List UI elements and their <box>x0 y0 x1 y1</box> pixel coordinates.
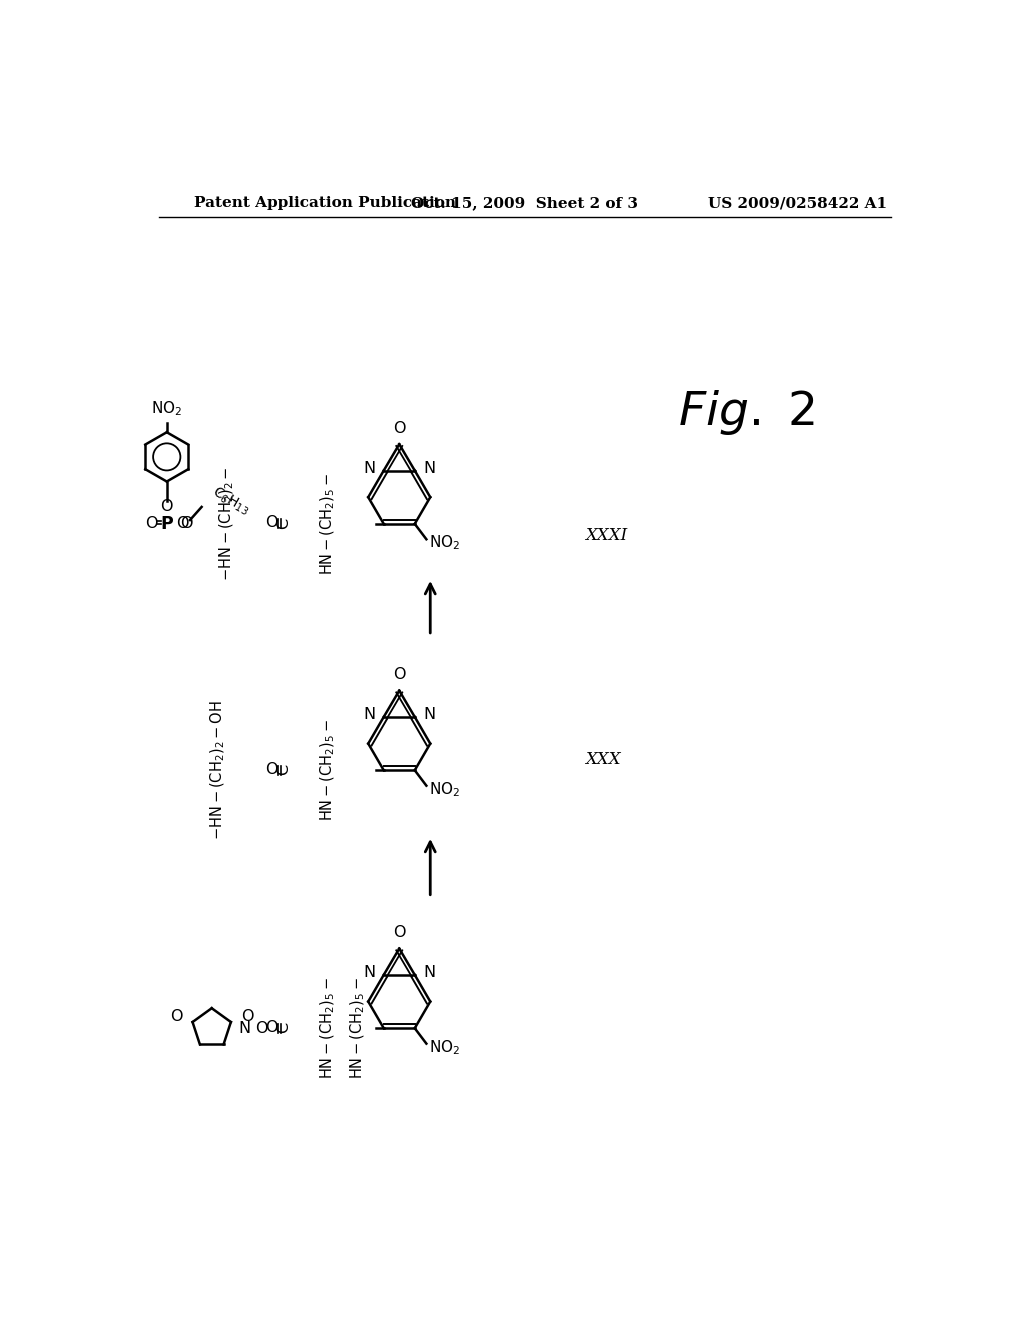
Text: $\mathrm{O}$: $\mathrm{O}$ <box>265 760 279 776</box>
Text: N: N <box>423 708 435 722</box>
Text: $\mathrm{NO_2}$: $\mathrm{NO_2}$ <box>429 533 460 553</box>
Text: O: O <box>241 1010 253 1024</box>
Text: Oct. 15, 2009  Sheet 2 of 3: Oct. 15, 2009 Sheet 2 of 3 <box>411 197 638 210</box>
Text: $\mathrm{C}$: $\mathrm{C}$ <box>275 517 292 531</box>
Text: $\mathrm{NO_2}$: $\mathrm{NO_2}$ <box>429 780 460 799</box>
Text: $\mathrm{C_6H_{13}}$: $\mathrm{C_6H_{13}}$ <box>209 483 253 517</box>
Text: N: N <box>364 461 375 475</box>
Text: $\mathrm{HN-(CH_2)_5-}$: $\mathrm{HN-(CH_2)_5-}$ <box>318 719 337 821</box>
Text: N: N <box>423 965 435 979</box>
Text: $\mathrm{C}$: $\mathrm{C}$ <box>275 1022 292 1035</box>
Text: O: O <box>393 421 406 436</box>
Text: $\mathrm{-HN-(CH_2)_2-OH}$: $\mathrm{-HN-(CH_2)_2-OH}$ <box>209 701 227 841</box>
Text: O: O <box>180 516 193 532</box>
Text: $\mathrm{HN-(CH_2)_5-}$: $\mathrm{HN-(CH_2)_5-}$ <box>348 977 367 1080</box>
Text: O: O <box>176 516 188 532</box>
Text: $\mathrm{O}$: $\mathrm{O}$ <box>265 515 279 531</box>
Text: O: O <box>393 925 406 940</box>
Text: Patent Application Publication: Patent Application Publication <box>194 197 456 210</box>
Text: $\mathrm{O}$: $\mathrm{O}$ <box>265 1019 279 1035</box>
Text: P: P <box>161 515 173 533</box>
Text: O: O <box>145 516 158 532</box>
Text: $\mathrm{HN-(CH_2)_5-}$: $\mathrm{HN-(CH_2)_5-}$ <box>318 473 337 576</box>
Text: N: N <box>364 708 375 722</box>
Text: O: O <box>255 1020 267 1036</box>
Text: N: N <box>239 1020 250 1036</box>
Text: US 2009/0258422 A1: US 2009/0258422 A1 <box>708 197 887 210</box>
Text: O: O <box>393 667 406 682</box>
Text: O: O <box>161 499 173 515</box>
Text: $\mathrm{-HN-(CH_2)_2-}$: $\mathrm{-HN-(CH_2)_2-}$ <box>218 466 237 581</box>
Text: XXXI: XXXI <box>586 527 628 544</box>
Text: N: N <box>423 461 435 475</box>
Text: $\mathrm{C}$: $\mathrm{C}$ <box>275 764 292 776</box>
Text: $\mathrm{HN-(CH_2)_5-}$: $\mathrm{HN-(CH_2)_5-}$ <box>318 977 337 1080</box>
Text: $\mathrm{NO_2}$: $\mathrm{NO_2}$ <box>429 1038 460 1057</box>
Text: N: N <box>364 965 375 979</box>
Text: XXX: XXX <box>586 751 621 767</box>
Text: O: O <box>170 1010 182 1024</box>
Text: $\mathrm{NO_2}$: $\mathrm{NO_2}$ <box>152 400 182 418</box>
Text: $\mathit{Fig.\ 2}$: $\mathit{Fig.\ 2}$ <box>678 388 815 437</box>
